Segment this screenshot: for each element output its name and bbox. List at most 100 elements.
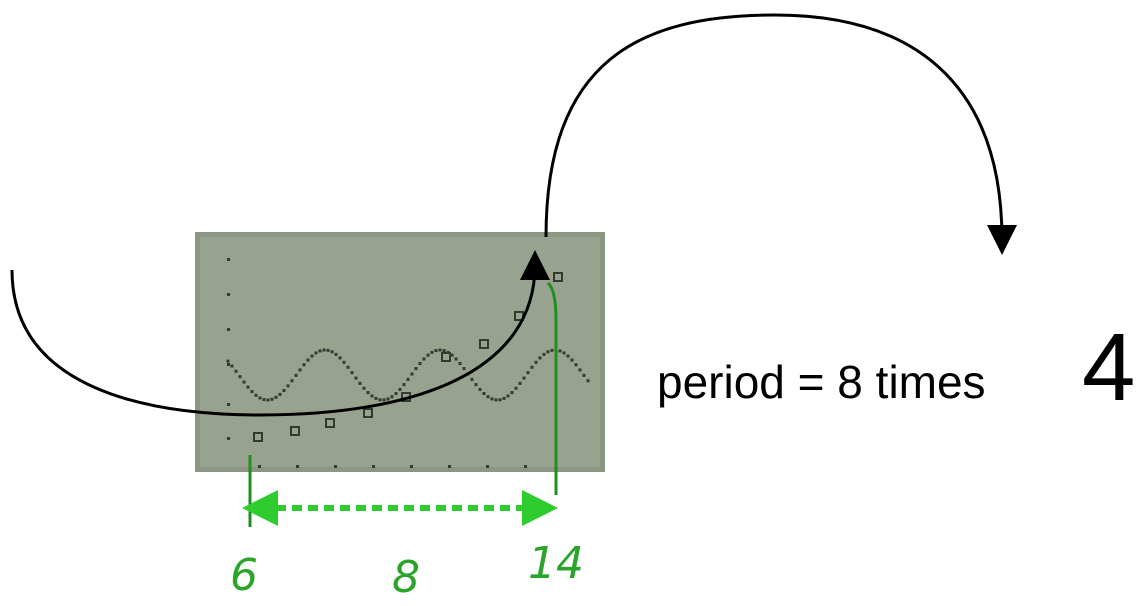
annotation-text: period = 8 times <box>657 356 986 408</box>
axis-dot <box>372 465 375 468</box>
axis-dot <box>448 465 451 468</box>
curve-pixel <box>495 398 498 401</box>
curve-pixel <box>507 394 510 397</box>
curve-pixel <box>287 384 290 387</box>
handwritten-label: 14 <box>528 538 584 589</box>
curve-pixel <box>259 396 262 399</box>
curve-pixel <box>243 381 246 384</box>
curve-pixel <box>315 351 318 354</box>
curve-pixel <box>551 349 554 352</box>
curve-pixel <box>239 375 242 378</box>
curve-pixel <box>587 379 590 382</box>
curve-pixel <box>231 364 234 367</box>
axis-dot <box>227 363 230 366</box>
arc-arrow <box>546 15 1002 240</box>
curve-pixel <box>335 353 338 356</box>
curve-pixel <box>515 387 518 390</box>
curve-pixel <box>579 368 582 371</box>
axis-dot <box>258 465 261 468</box>
axis-dot <box>227 293 230 296</box>
axis-dot <box>410 465 413 468</box>
curve-pixel <box>523 377 526 380</box>
handwritten-label: 8 <box>392 552 420 603</box>
curve-pixel <box>459 362 462 365</box>
curve-pixel <box>427 354 430 357</box>
curve-pixel <box>431 351 434 354</box>
curve-pixel <box>407 378 410 381</box>
curve-pixel <box>279 393 282 396</box>
curve-pixel <box>303 363 306 366</box>
curve-pixel <box>355 377 358 380</box>
curve-pixel <box>371 394 374 397</box>
curve-pixel <box>483 392 486 395</box>
curve-pixel <box>571 359 574 362</box>
axis-dot <box>524 465 527 468</box>
big-number: 4 <box>1082 314 1135 421</box>
curve-pixel <box>331 350 334 353</box>
curve-pixel <box>559 349 562 352</box>
curve-pixel <box>391 395 394 398</box>
curve-pixel <box>363 387 366 390</box>
curve-pixel <box>547 350 550 353</box>
curve-pixel <box>247 386 250 389</box>
curve-pixel <box>415 367 418 370</box>
curve-pixel <box>375 397 378 400</box>
curve-pixel <box>563 351 566 354</box>
curve-pixel <box>583 374 586 377</box>
curve-pixel <box>539 356 542 359</box>
curve-pixel <box>403 383 406 386</box>
curve-pixel <box>343 361 346 364</box>
axis-dot <box>486 465 489 468</box>
curve-pixel <box>527 371 530 374</box>
curve-pixel <box>307 359 310 362</box>
axis-dot <box>296 465 299 468</box>
curve-pixel <box>327 349 330 352</box>
curve-pixel <box>339 356 342 359</box>
curve-pixel <box>503 397 506 400</box>
curve-pixel <box>275 396 278 399</box>
curve-pixel <box>383 398 386 401</box>
curve-pixel <box>351 371 354 374</box>
curve-pixel <box>387 397 390 400</box>
curve-pixel <box>319 349 322 352</box>
curve-pixel <box>299 368 302 371</box>
slide: period = 8 times 4 6 8 14 <box>0 0 1144 606</box>
curve-pixel <box>399 388 402 391</box>
curve-pixel <box>291 379 294 382</box>
curve-pixel <box>283 389 286 392</box>
handwritten-label: 6 <box>230 550 258 601</box>
curve-pixel <box>411 372 414 375</box>
curve-pixel <box>311 355 314 358</box>
curve-pixel <box>511 391 514 394</box>
curve-pixel <box>567 355 570 358</box>
axis-dot <box>227 258 230 261</box>
curve-pixel <box>379 398 382 401</box>
curve-pixel <box>359 382 362 385</box>
curve-pixel <box>443 349 446 352</box>
curve-pixel <box>455 357 458 360</box>
curve-pixel <box>435 349 438 352</box>
curve-pixel <box>271 398 274 401</box>
curve-pixel <box>487 395 490 398</box>
curve-pixel <box>227 360 230 363</box>
curve-pixel <box>531 366 534 369</box>
curve-pixel <box>475 383 478 386</box>
axis-dot <box>334 465 337 468</box>
curve-pixel <box>323 349 326 352</box>
curve-pixel <box>255 394 258 397</box>
curve-pixel <box>535 361 538 364</box>
curve-pixel <box>367 391 370 394</box>
axis-dot <box>227 328 230 331</box>
curve-pixel <box>251 390 254 393</box>
curve-pixel <box>519 382 522 385</box>
curve-pixel <box>491 397 494 400</box>
curve-pixel <box>499 398 502 401</box>
curve-pixel <box>423 357 426 360</box>
curve-pixel <box>419 362 422 365</box>
curve-pixel <box>267 398 270 401</box>
curve-pixel <box>471 378 474 381</box>
curve-pixel <box>575 363 578 366</box>
axis-dot <box>227 437 230 440</box>
axis-dot <box>227 403 230 406</box>
curve-pixel <box>235 370 238 373</box>
